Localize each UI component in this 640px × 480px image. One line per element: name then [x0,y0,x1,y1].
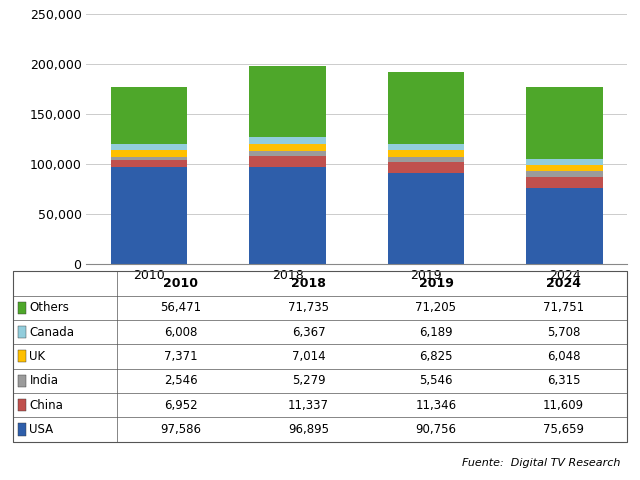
Bar [250,144,326,151]
Bar [111,87,187,144]
Bar [250,156,326,167]
Text: 2,546: 2,546 [164,374,198,387]
Text: 56,471: 56,471 [161,301,202,314]
Bar [111,150,187,157]
Bar [388,72,464,144]
Bar [527,177,603,189]
Text: 6,952: 6,952 [164,398,198,411]
Text: 71,205: 71,205 [415,301,456,314]
Text: 2024: 2024 [546,277,581,290]
Text: 5,708: 5,708 [547,325,580,338]
Bar [250,151,326,156]
Text: 71,751: 71,751 [543,301,584,314]
Bar [527,87,603,159]
Bar [111,160,187,167]
Text: Canada: Canada [29,325,74,338]
Bar [250,137,326,144]
Bar [388,173,464,264]
Text: 6,825: 6,825 [419,350,452,363]
Text: 7,014: 7,014 [292,350,325,363]
Bar [250,66,326,137]
Text: 6,367: 6,367 [292,325,325,338]
Bar [388,156,464,162]
Bar [111,157,187,160]
Bar [111,167,187,264]
Text: 2010: 2010 [163,277,198,290]
Bar [527,170,603,177]
Text: 6,008: 6,008 [164,325,198,338]
Text: 71,735: 71,735 [288,301,329,314]
Text: 2019: 2019 [419,277,453,290]
Text: China: China [29,398,63,411]
Text: 11,346: 11,346 [415,398,456,411]
Bar [388,150,464,156]
Text: 96,895: 96,895 [288,423,329,436]
Text: 6,189: 6,189 [419,325,452,338]
Bar [111,144,187,150]
Text: 2018: 2018 [291,277,326,290]
Text: USA: USA [29,423,54,436]
Bar [527,189,603,264]
Bar [527,165,603,170]
Text: 75,659: 75,659 [543,423,584,436]
Text: 5,546: 5,546 [419,374,452,387]
Text: 90,756: 90,756 [415,423,456,436]
Bar [250,167,326,264]
Text: 6,048: 6,048 [547,350,580,363]
Bar [388,162,464,173]
Text: 5,279: 5,279 [292,374,325,387]
Text: 6,315: 6,315 [547,374,580,387]
Text: Others: Others [29,301,69,314]
Text: 7,371: 7,371 [164,350,198,363]
Text: India: India [29,374,58,387]
Text: Fuente:  Digital TV Research: Fuente: Digital TV Research [463,458,621,468]
Text: UK: UK [29,350,45,363]
Text: 11,609: 11,609 [543,398,584,411]
Text: 11,337: 11,337 [288,398,329,411]
Text: 97,586: 97,586 [161,423,202,436]
Bar [527,159,603,165]
Bar [388,144,464,150]
